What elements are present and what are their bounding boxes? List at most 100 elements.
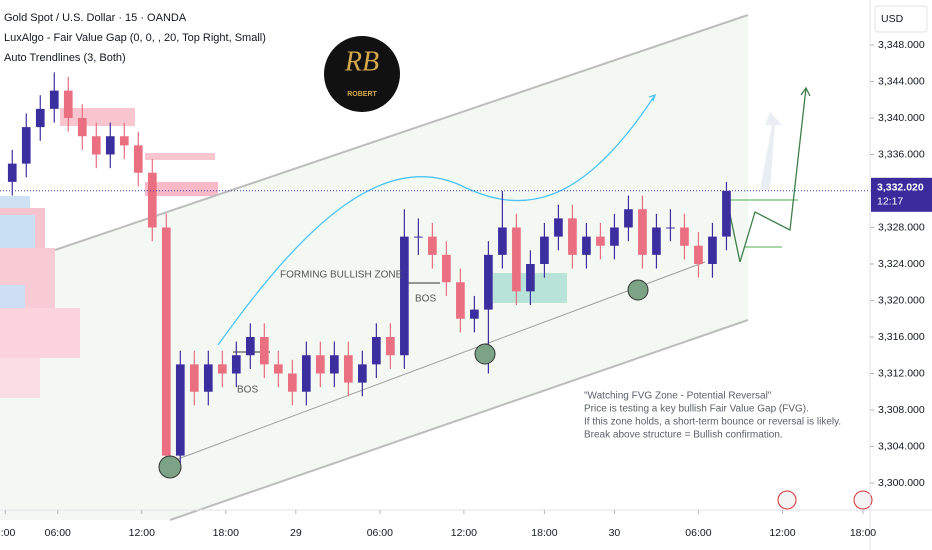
candle-body (231, 355, 241, 374)
candle-body (147, 172, 157, 228)
candle-body (133, 145, 143, 173)
candle-body (161, 227, 171, 456)
x-tick-label: 12:00 (451, 527, 477, 539)
y-tick-label: 3,324.000 (878, 258, 925, 270)
vp-bar (0, 196, 30, 208)
last-price-label: 3,332.020 (877, 182, 924, 194)
y-tick-label: 3,320.000 (878, 294, 925, 306)
candle-body (203, 364, 213, 392)
y-tick-label: 3,328.000 (878, 221, 925, 233)
candle-body (259, 336, 269, 365)
fvg-box (145, 182, 218, 196)
x-tick-label: 12:00 (129, 527, 155, 539)
logo-initials: RB (344, 46, 379, 77)
candle-body (217, 364, 227, 374)
trendline (169, 261, 706, 463)
candle-body (49, 90, 59, 109)
fvg-box (145, 153, 215, 160)
y-tick-label: 3,348.000 (878, 39, 925, 51)
ghost-arrow (760, 112, 782, 190)
candle-body (330, 355, 339, 374)
pivot-circle (474, 343, 496, 365)
candle-body (470, 309, 479, 319)
countdown: 12:17 (877, 196, 903, 208)
channel-fill (0, 15, 748, 520)
candle-body (63, 90, 73, 118)
y-tick-label: 3,308.000 (878, 404, 925, 416)
candle-body (175, 364, 185, 456)
candle-body (344, 355, 353, 383)
candle-body (119, 136, 129, 146)
projection-path (727, 87, 807, 263)
candle-body (680, 227, 689, 246)
event-flag (777, 490, 797, 510)
candle-body (498, 227, 507, 255)
event-flag (853, 490, 873, 510)
candle-body (512, 227, 521, 292)
candle-body (526, 263, 535, 292)
y-tick-label: 3,344.000 (878, 75, 925, 87)
candle-body (21, 127, 31, 164)
logo-name: ROBERT (347, 91, 377, 98)
candle-body (189, 364, 199, 392)
candle-body (638, 209, 647, 255)
candle-body (582, 236, 591, 255)
candle-body (287, 373, 297, 392)
candle-body (722, 190, 731, 237)
candle-body (273, 364, 283, 374)
candle-body (105, 136, 115, 155)
candle-body (484, 254, 493, 310)
candle-body (428, 236, 437, 255)
candle-body (708, 236, 717, 264)
candle-body (442, 254, 451, 283)
indicator: LuxAlgo - Fair Value Gap (0, 0, , 20, To… (4, 32, 266, 44)
candle-body (694, 245, 703, 264)
markers (158, 279, 873, 510)
projection-curve (217, 94, 656, 346)
vp-bar (0, 358, 40, 398)
candle-body (456, 282, 465, 319)
annotation: FORMING BULLISH ZONE (280, 270, 403, 281)
candle-body (386, 336, 395, 356)
y-tick-label: 3,340.000 (878, 112, 925, 124)
candle-body (91, 136, 101, 155)
pivot-circle (158, 455, 182, 479)
candle-body (77, 117, 87, 137)
candle-body (245, 336, 255, 356)
candle-body (7, 163, 17, 182)
candle-body (568, 218, 577, 255)
candle-body (596, 236, 605, 246)
x-tick-label: 06:00 (45, 527, 71, 539)
x-tick-label: :00 (1, 527, 16, 539)
channel-upper (54, 14, 749, 251)
currency-label: USD (881, 13, 904, 25)
arrow-head (648, 93, 657, 102)
x-tick-label: 06:00 (367, 527, 393, 539)
annotation: BOS (415, 294, 436, 305)
x-tick-label: 30 (609, 527, 621, 539)
candle-body (652, 227, 661, 255)
x-tick-label: 18:00 (213, 527, 239, 539)
candle-body (372, 336, 381, 365)
candle-body (400, 236, 409, 356)
logo-badge (324, 36, 400, 112)
x-tick-label: 12:00 (769, 527, 795, 539)
arrow-head (800, 86, 811, 97)
note-line: Break above structure = Bullish confirma… (584, 430, 783, 441)
candle-body (624, 209, 633, 228)
candle-body (316, 355, 325, 374)
x-tick-label: 29 (290, 527, 302, 539)
currency-button[interactable] (874, 5, 928, 33)
candle-body (358, 364, 367, 383)
candle-body (35, 108, 45, 128)
y-tick-label: 3,336.000 (878, 148, 925, 160)
note-line: "Watching FVG Zone - Potential Reversal" (584, 391, 772, 402)
y-tick-label: 3,300.000 (878, 477, 925, 489)
candle-body (301, 355, 311, 392)
candle-body (610, 227, 619, 246)
note-line: If this zone holds, a short-term bounce … (584, 417, 841, 428)
y-tick-label: 3,316.000 (878, 331, 925, 343)
indicator: Auto Trendlines (3, Both) (4, 52, 126, 64)
drawings (0, 14, 811, 521)
